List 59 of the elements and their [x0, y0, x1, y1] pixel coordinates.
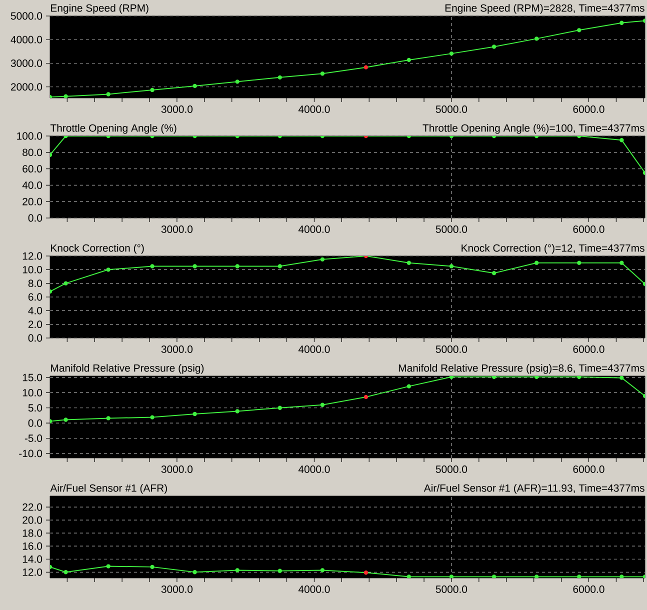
y-tick-label: 6.0	[28, 293, 42, 301]
y-tick-label: 0.0	[28, 214, 42, 222]
x-tick-label: 4000.0	[298, 586, 330, 593]
x-tick-label: 3000.0	[161, 106, 193, 113]
x-tick-label: 4000.0	[298, 226, 330, 233]
y-tick-label: -10.0	[19, 450, 42, 458]
y-tick-label: 10.0	[22, 389, 42, 396]
x-tick-label: 6000.0	[573, 346, 604, 353]
x-tick-label: 6000.0	[573, 106, 604, 113]
y-tick-label: 60.0	[22, 165, 42, 173]
y-tick-label: 2.0	[28, 320, 42, 328]
y-tick-label: 5.0	[28, 404, 42, 412]
y-tick-label: 4000.0	[10, 36, 42, 44]
y-tick-label: 10.0	[22, 266, 42, 274]
x-tick-label: 4000.0	[298, 106, 330, 113]
x-tick-label: 6000.0	[573, 586, 604, 593]
y-tick-label: 12.0	[22, 252, 42, 260]
x-tick-label: 5000.0	[436, 586, 468, 593]
text: Knock Correction (°)=12, Time=4377ms	[462, 244, 644, 254]
text: Air/Fuel Sensor #1 (AFR)=11.93, Time=4377ms	[424, 484, 644, 494]
x-tick-label: 4000.0	[298, 466, 330, 473]
chart-title: Engine Speed (RPM)	[51, 4, 148, 14]
x-tick-label: 6000.0	[573, 466, 604, 473]
y-tick-label: 20.0	[22, 198, 42, 206]
y-tick-label: 3000.0	[10, 60, 42, 67]
y-tick-label: 0.0	[28, 334, 42, 342]
y-tick-label: 22.0	[22, 503, 42, 511]
chart-title: Air/Fuel Sensor #1 (AFR)	[50, 484, 167, 494]
y-tick-label: 18.0	[22, 529, 42, 537]
x-tick-label: 3000.0	[161, 226, 193, 233]
chart-title: Knock Correction (°)	[51, 244, 144, 254]
x-tick-label: 3000.0	[161, 586, 193, 593]
x-tick-label: 5000.0	[436, 346, 468, 353]
y-tick-label: 20.0	[22, 516, 42, 524]
text: Engine Speed (RPM)=2828, Time=4377ms	[445, 4, 644, 14]
y-tick-label: 0.0	[28, 419, 42, 427]
x-tick-label: 6000.0	[573, 226, 604, 233]
y-tick-label: 5000.0	[10, 12, 42, 20]
x-tick-label: 3000.0	[161, 346, 193, 353]
chart-title: Manifold Relative Pressure (psig)	[51, 364, 204, 374]
y-tick-label: -5.0	[24, 434, 42, 442]
x-tick-label: 5000.0	[436, 106, 468, 113]
y-tick-label: 16.0	[22, 542, 42, 550]
y-tick-label: 40.0	[22, 182, 42, 189]
chart-title: Throttle Opening Angle (%)	[50, 124, 176, 134]
x-tick-label: 3000.0	[161, 466, 193, 473]
x-tick-label: 4000.0	[298, 346, 330, 353]
y-tick-label: 14.0	[22, 555, 42, 563]
y-tick-label: 8.0	[28, 280, 42, 288]
y-tick-label: 12.0	[22, 568, 42, 576]
text: Throttle Opening Angle (%)=100, Time=4377ms	[422, 124, 644, 134]
y-tick-label: 80.0	[22, 148, 42, 156]
x-tick-label: 5000.0	[436, 466, 468, 473]
text: Manifold Relative Pressure (psig)=8.6, Time=4377ms	[398, 364, 644, 374]
y-tick-label: 2000.0	[11, 83, 42, 91]
y-tick-label: 100.0	[17, 132, 42, 140]
x-tick-label: 5000.0	[436, 226, 468, 233]
y-tick-label: 15.0	[22, 374, 42, 382]
y-tick-label: 4.0	[28, 306, 42, 314]
